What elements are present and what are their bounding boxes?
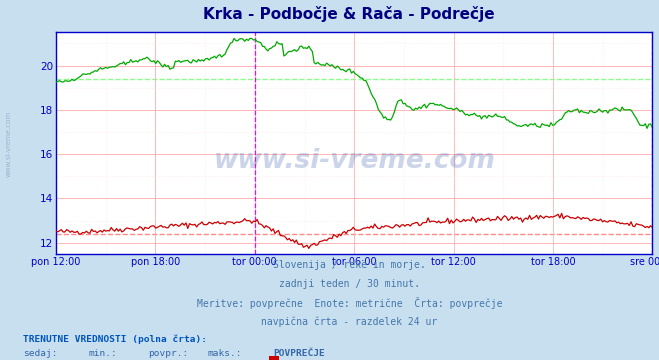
Text: min.:: min.: bbox=[89, 349, 118, 358]
Text: maks.:: maks.: bbox=[208, 349, 242, 358]
Text: Krka - Podbočje & Rača - Podrečje: Krka - Podbočje & Rača - Podrečje bbox=[204, 6, 495, 22]
Text: TRENUTNE VREDNOSTI (polna črta):: TRENUTNE VREDNOSTI (polna črta): bbox=[23, 334, 207, 343]
Text: www.si-vreme.com: www.si-vreme.com bbox=[214, 148, 495, 174]
Text: povpr.:: povpr.: bbox=[148, 349, 188, 358]
Text: navpična črta - razdelek 24 ur: navpična črta - razdelek 24 ur bbox=[261, 316, 438, 327]
Text: sedaj:: sedaj: bbox=[23, 349, 57, 358]
Text: zadnji teden / 30 minut.: zadnji teden / 30 minut. bbox=[279, 279, 420, 289]
Text: Meritve: povprečne  Enote: metrične  Črta: povprečje: Meritve: povprečne Enote: metrične Črta:… bbox=[196, 297, 502, 309]
Text: POVPREČJE: POVPREČJE bbox=[273, 349, 326, 358]
Text: www.si-vreme.com: www.si-vreme.com bbox=[5, 111, 12, 177]
Text: Slovenija / reke in morje.: Slovenija / reke in morje. bbox=[273, 260, 426, 270]
